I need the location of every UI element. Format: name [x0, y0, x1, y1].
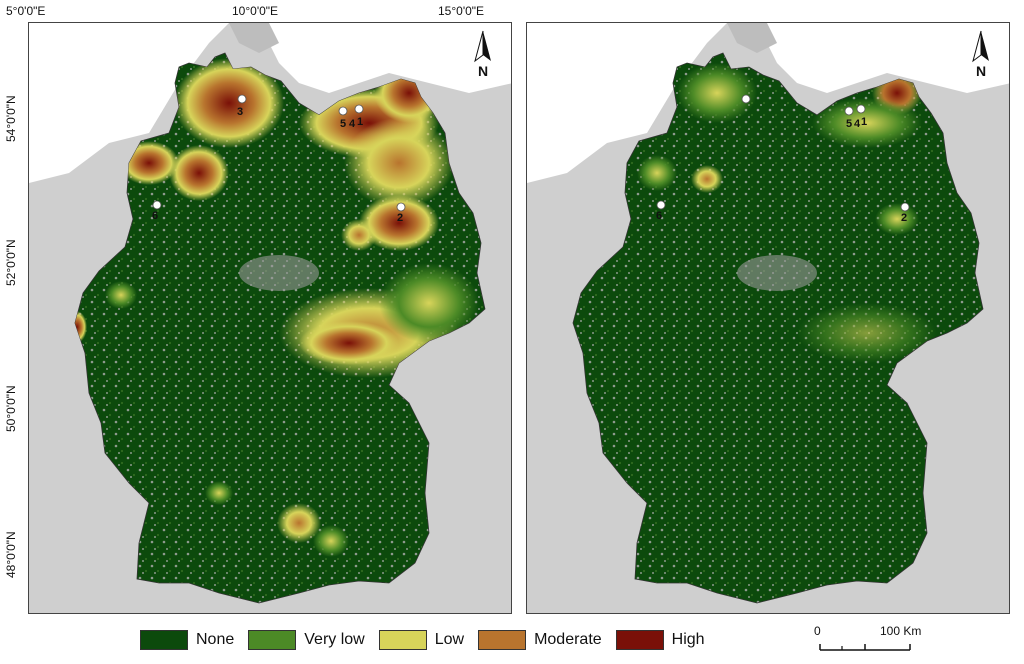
north-arrow-icon: N: [467, 29, 499, 79]
site-label-6: 6: [656, 210, 662, 222]
legend-swatch-moderate: [478, 630, 527, 650]
latitude-label-54n: 54°0'0"N: [4, 95, 18, 142]
latitude-label-50n: 50°0'0"N: [4, 385, 18, 432]
legend-item-high: High: [615, 630, 705, 650]
legend-swatch-very-low: [248, 630, 297, 650]
scale-start-label: 0: [814, 624, 821, 638]
legend-label-none: None: [196, 631, 235, 648]
site-label-5: 5: [340, 118, 346, 130]
site-label-6: 6: [152, 210, 158, 222]
latitude-label-48n: 48°0'0"N: [4, 531, 18, 578]
site-markers-right: 5 4 1 2 6: [656, 94, 910, 224]
legend-swatch-high: [615, 630, 664, 650]
map-panel-right: 5 4 1 2 6 N: [526, 22, 1010, 614]
legend-item-low: Low: [378, 630, 465, 650]
north-arrow-shape: [474, 30, 491, 63]
north-arrow-icon: N: [965, 29, 997, 79]
latitude-label-52n: 52°0'0"N: [4, 239, 18, 286]
longitude-label-5e: 5°0'0"E: [6, 4, 46, 18]
north-letter: N: [477, 63, 489, 79]
north-arrow-shape: [972, 30, 989, 63]
legend-item-none: None: [140, 630, 234, 650]
longitude-label-10e: 10°0'0"E: [232, 4, 279, 18]
legend-label-very-low: Very low: [304, 631, 365, 648]
scale-end-label: 100 Km: [880, 624, 922, 638]
longitude-label-15e: 15°0'0"E: [438, 4, 485, 18]
site-label-4: 4: [349, 118, 356, 130]
site-markers-left: 3 5 4 1 2 6: [152, 94, 406, 224]
legend-item-moderate: Moderate: [478, 630, 602, 650]
site-label-2: 2: [901, 212, 907, 224]
legend-item-very-low: Very low: [248, 630, 365, 650]
legend-label-low: Low: [434, 631, 465, 648]
scale-bar: 0 100 Km: [812, 624, 952, 660]
legend: None Very low Low Moderate High: [140, 630, 705, 650]
legend-swatch-low: [378, 630, 427, 650]
scale-bar-ruler: [819, 644, 911, 651]
site-label-4: 4: [854, 118, 861, 130]
map-panel-left: 3 5 4 1 2 6 N: [28, 22, 512, 614]
legend-label-moderate: Moderate: [534, 631, 602, 648]
site-label-2: 2: [397, 212, 403, 224]
legend-label-high: High: [671, 631, 705, 648]
legend-swatch-none: [140, 630, 188, 650]
site-label-1: 1: [861, 116, 867, 128]
site-label-3: 3: [237, 106, 243, 118]
north-letter: N: [975, 63, 987, 79]
map-right-svg: 5 4 1 2 6: [527, 23, 1009, 613]
site-label-1: 1: [357, 116, 363, 128]
map-left-svg: 3 5 4 1 2 6: [29, 23, 511, 613]
site-label-5: 5: [846, 118, 852, 130]
